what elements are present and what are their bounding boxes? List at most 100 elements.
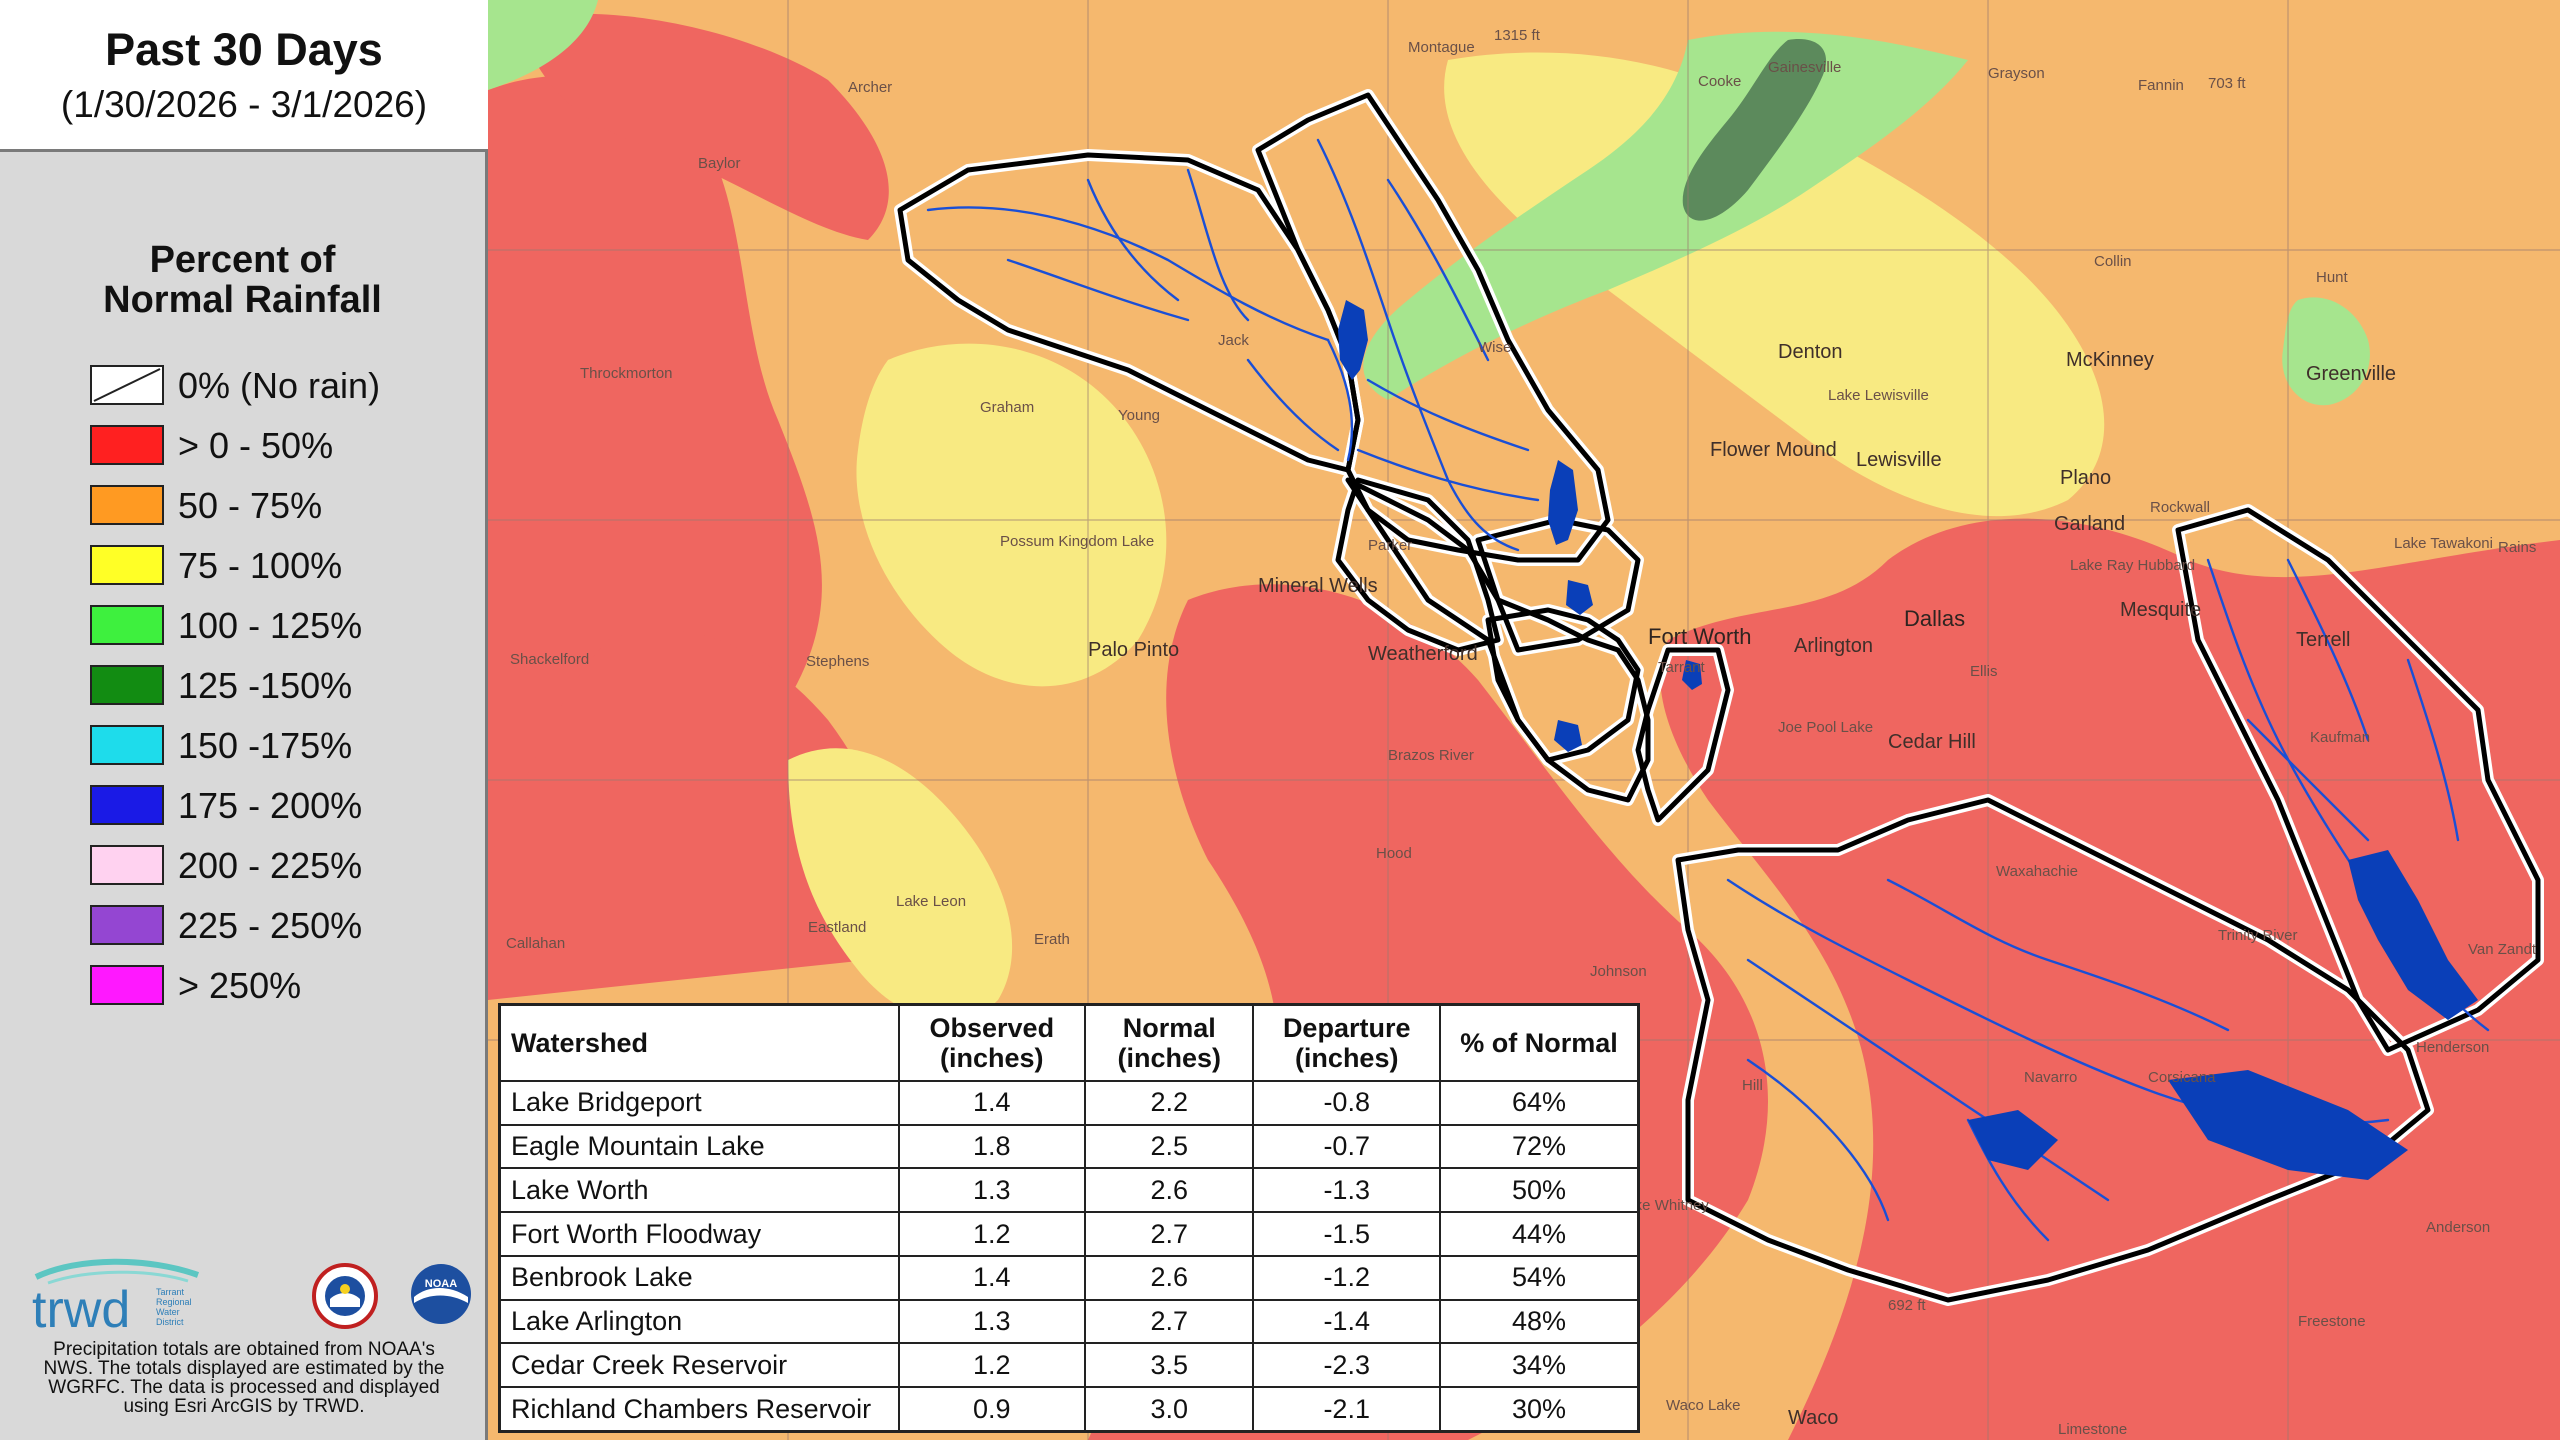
cell-percent: 48% [1438, 1298, 1640, 1345]
legend-item: 100 - 125% [90, 605, 470, 649]
cell-departure: -2.3 [1252, 1342, 1441, 1389]
cell-watershed: Lake Arlington [498, 1298, 900, 1345]
place-label: Greenville [2306, 363, 2396, 385]
place-label: Navarro [2024, 1069, 2077, 1086]
page-title: Past 30 Days [105, 24, 383, 75]
place-label: Cedar Hill [1888, 731, 1976, 753]
cell-departure: -0.7 [1252, 1123, 1441, 1170]
place-label: Flower Mound [1710, 439, 1837, 461]
place-label: Collin [2094, 253, 2132, 270]
place-label: Tarrant [1658, 659, 1706, 676]
table-row: Cedar Creek Reservoir 1.2 3.5 -2.3 34% [498, 1342, 1640, 1389]
cell-normal: 3.5 [1084, 1342, 1255, 1389]
table-row: Benbrook Lake 1.4 2.6 -1.2 54% [498, 1254, 1640, 1301]
place-label: Arlington [1794, 635, 1873, 657]
place-label: Brazos River [1388, 747, 1474, 764]
trwd-sub-2: Water [156, 1307, 180, 1317]
disclaimer-line: NWS. The totals displayed are estimated … [43, 1358, 445, 1379]
place-label: Joe Pool Lake [1778, 719, 1873, 736]
disclaimer: Precipitation totals are obtained from N… [18, 1340, 470, 1416]
legend-label: > 0 - 50% [178, 425, 334, 466]
cell-percent: 34% [1438, 1342, 1640, 1389]
cell-observed: 1.2 [897, 1211, 1087, 1257]
title-box: Past 30 Days (1/30/2026 - 3/1/2026) [0, 0, 488, 152]
legend-label: > 250% [178, 965, 302, 1006]
place-label: Mesquite [2120, 599, 2201, 621]
date-range: (1/30/2026 - 3/1/2026) [60, 84, 428, 125]
place-label: Wise [1478, 339, 1511, 356]
place-label: Waxahachie [1996, 863, 2078, 880]
place-label: Waco [1788, 1407, 1838, 1429]
place-label: Van Zandt [2468, 941, 2537, 958]
place-label: 1315 ft [1494, 27, 1541, 44]
place-label: Stephens [806, 653, 869, 670]
place-label: Possum Kingdom Lake [1000, 533, 1154, 550]
watershed-cedar-creek [2175, 507, 2541, 1053]
zone-green-east [2282, 297, 2370, 406]
place-label: Shackelford [510, 651, 589, 668]
place-label: Kaufman [2310, 729, 2370, 746]
trwd-sub-1: Regional [156, 1297, 192, 1307]
legend-item: 50 - 75% [90, 485, 470, 529]
legend-label: 175 - 200% [178, 785, 363, 826]
place-label: Corsicana [2148, 1069, 2216, 1086]
col-normal-line2: (inches) [1117, 1043, 1222, 1073]
rivers [926, 138, 2490, 1242]
place-label: Throckmorton [580, 365, 673, 382]
place-label: Parker [1368, 537, 1412, 554]
place-label: Fannin [2138, 77, 2184, 94]
zone-red-northwest [518, 13, 889, 240]
place-label: Jack [1218, 332, 1249, 349]
cell-observed: 1.2 [897, 1342, 1087, 1389]
cell-observed: 1.3 [897, 1298, 1087, 1345]
legend-label: 200 - 225% [178, 845, 363, 886]
cell-watershed: Fort Worth Floodway [498, 1211, 900, 1257]
legend-swatch [90, 905, 164, 945]
cell-watershed: Richland Chambers Reservoir [498, 1386, 900, 1433]
cell-percent: 44% [1438, 1211, 1640, 1257]
legend-swatch [90, 725, 164, 765]
place-label: Baylor [698, 155, 741, 172]
cell-normal: 2.6 [1084, 1167, 1255, 1214]
legend-item: 225 - 250% [90, 905, 470, 949]
cell-departure: -1.3 [1252, 1167, 1441, 1214]
cell-observed: 1.4 [897, 1080, 1087, 1126]
zone-dark-green [1682, 39, 1827, 221]
table-row: Lake Bridgeport 1.4 2.2 -0.8 64% [498, 1080, 1640, 1126]
place-label: Rains [2498, 539, 2536, 556]
legend-item: 150 -175% [90, 725, 470, 769]
cell-normal: 2.5 [1084, 1123, 1255, 1170]
place-label: Denton [1778, 341, 1843, 363]
table-header-row: Watershed Observed (inches) Normal (inch… [498, 1003, 1640, 1082]
watershed-eagle-mountain [1255, 92, 1611, 563]
col-observed-line1: Observed [929, 1013, 1055, 1043]
place-label: Weatherford [1368, 643, 1478, 665]
sidebar: Past 30 Days (1/30/2026 - 3/1/2026) Perc… [0, 0, 488, 1440]
place-label: McKinney [2066, 349, 2154, 371]
logos: trwd Tarrant Regional Water District NOA… [20, 1255, 471, 1335]
place-label: Mineral Wells [1258, 575, 1378, 597]
disclaimer-line: using Esri ArcGIS by TRWD. [123, 1396, 365, 1417]
place-label: Johnson [1590, 963, 1647, 980]
legend-item: > 250% [90, 965, 470, 1009]
col-departure-line2: (inches) [1294, 1043, 1399, 1073]
legend-label: 0% (No rain) [178, 365, 381, 406]
watershed-table: Watershed Observed (inches) Normal (inch… [498, 1003, 1640, 1433]
lake-richland-chambers [1968, 1110, 2058, 1170]
place-label: Cooke [1698, 73, 1741, 90]
place-label: Rockwall [2150, 499, 2210, 516]
cell-watershed: Benbrook Lake [498, 1254, 900, 1301]
cell-watershed: Cedar Creek Reservoir [498, 1342, 900, 1389]
col-normal: Normal (inches) [1084, 1003, 1255, 1082]
cell-departure: -1.4 [1252, 1298, 1441, 1345]
lake-eagle-mountain [1548, 460, 1578, 545]
place-label: Garland [2054, 513, 2125, 535]
cell-percent: 54% [1438, 1254, 1640, 1301]
place-label: Hunt [2316, 269, 2349, 286]
legend-label: 50 - 75% [178, 485, 323, 526]
cell-normal: 2.7 [1084, 1298, 1255, 1345]
noaa-logo-icon: NOAA [411, 1264, 471, 1324]
cell-observed: 0.9 [897, 1386, 1087, 1433]
disclaimer-line: WGRFC. The data is processed and display… [48, 1377, 440, 1398]
place-label: Terrell [2296, 629, 2350, 651]
